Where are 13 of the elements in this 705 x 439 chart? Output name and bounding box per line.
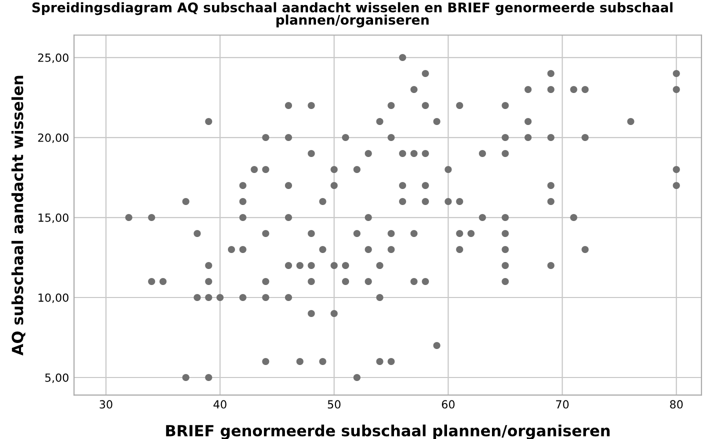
x-tick-label: 60 (442, 400, 455, 409)
y-tick-label: 15,00 (38, 213, 68, 224)
y-tick-label: 25,00 (38, 53, 68, 64)
chart-title: Spreidingsdiagram AQ subschaal aandacht wisselen en BRIEF genormeerde subschaal plannen/organiseren (32, 2, 672, 28)
y-axis-title: AQ subschaal aandacht wisselen (11, 76, 26, 356)
y-tick-label: 5,00 (45, 373, 68, 384)
x-tick-label: 30 (100, 400, 112, 409)
x-tick-label: 70 (556, 400, 569, 409)
x-tick-label: 80 (670, 400, 683, 409)
y-tick-label: 20,00 (38, 133, 68, 144)
y-tick-label: 10,00 (38, 293, 68, 304)
x-tick-label: 40 (214, 400, 226, 409)
x-tick-label: 50 (328, 400, 340, 409)
